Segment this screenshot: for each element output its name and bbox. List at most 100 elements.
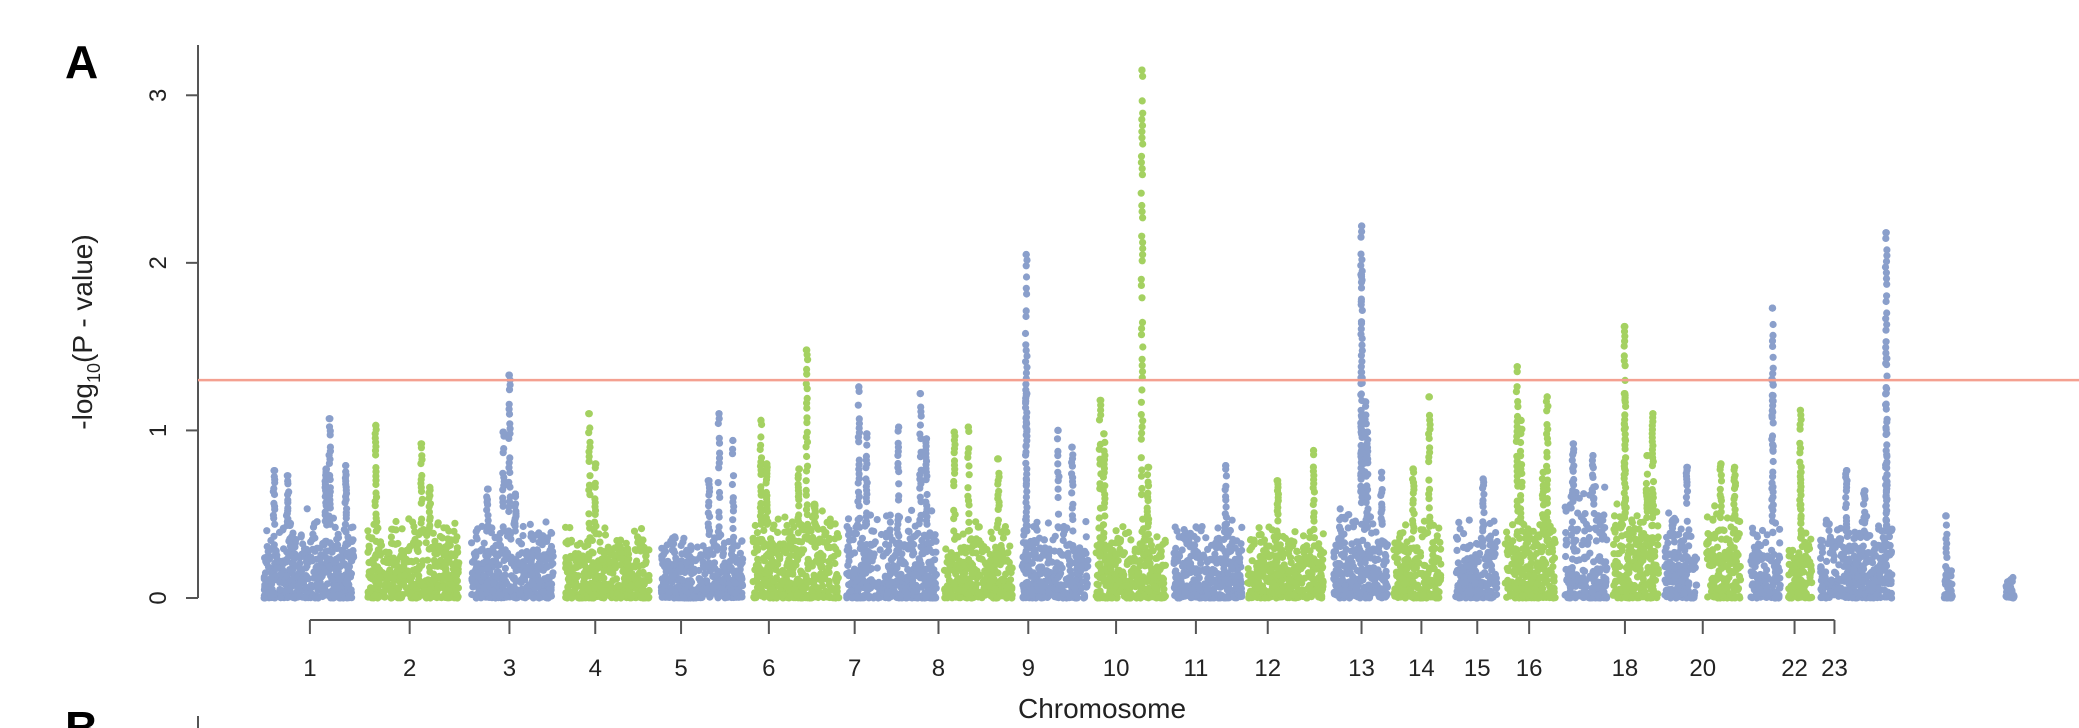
data-point: [1198, 523, 1206, 531]
data-point: [778, 591, 787, 600]
peak-point: [372, 421, 380, 429]
data-point: [895, 492, 903, 500]
data-point: [276, 586, 284, 594]
data-point: [574, 594, 582, 602]
data-point: [994, 516, 1003, 524]
data-point: [385, 559, 393, 567]
peak-point: [895, 423, 903, 431]
data-point: [631, 563, 639, 571]
data-point: [1171, 591, 1179, 600]
data-point: [520, 570, 528, 578]
data-point: [428, 576, 436, 584]
data-point: [757, 499, 765, 508]
data-point: [1029, 572, 1038, 581]
data-point: [715, 592, 723, 600]
y-tick-label: 0: [145, 591, 172, 604]
data-point: [730, 533, 738, 541]
data-point: [798, 570, 806, 578]
data-point: [392, 517, 400, 526]
peak-point: [426, 483, 434, 491]
data-point: [1170, 557, 1178, 566]
data-point: [505, 478, 513, 486]
data-point: [644, 594, 652, 602]
data-point: [911, 522, 919, 530]
data-point: [572, 581, 580, 589]
data-point: [1058, 564, 1066, 572]
data-point: [1137, 398, 1145, 406]
data-point: [473, 535, 481, 543]
data-point: [279, 579, 287, 587]
data-point: [965, 445, 973, 453]
data-point: [536, 577, 544, 585]
data-point: [1101, 438, 1109, 446]
data-point: [469, 583, 477, 591]
data-point: [1222, 503, 1230, 511]
data-point: [1223, 594, 1231, 602]
data-point: [617, 555, 625, 563]
data-point: [303, 505, 311, 513]
data-point: [1022, 284, 1030, 292]
data-point: [737, 580, 745, 588]
data-point: [759, 543, 768, 551]
data-point: [762, 590, 770, 598]
data-point: [270, 484, 278, 493]
data-point: [712, 582, 721, 590]
data-point: [308, 535, 316, 544]
data-point: [270, 499, 278, 507]
data-point: [825, 536, 833, 544]
data-point: [1080, 591, 1088, 599]
data-point: [862, 520, 871, 528]
data-point: [1222, 482, 1230, 490]
data-point: [790, 523, 798, 531]
data-point: [505, 527, 513, 535]
data-point: [343, 576, 351, 584]
data-point: [1096, 552, 1104, 560]
peak-point: [950, 428, 959, 436]
data-point: [715, 434, 723, 442]
data-point: [1138, 527, 1146, 536]
peak-point: [585, 410, 593, 418]
data-point: [1022, 341, 1030, 349]
data-point: [268, 580, 276, 588]
data-point: [425, 508, 433, 516]
data-point: [779, 577, 787, 585]
peak-point: [729, 436, 737, 445]
data-point: [901, 560, 909, 568]
data-point: [1138, 368, 1147, 376]
data-point: [1083, 574, 1091, 582]
data-point: [277, 594, 285, 602]
data-point: [931, 571, 939, 579]
data-point: [1005, 558, 1013, 567]
data-point: [692, 586, 700, 594]
peak-point: [863, 430, 871, 438]
data-point: [1238, 523, 1246, 532]
data-point: [923, 490, 931, 499]
data-point: [1022, 579, 1030, 587]
data-point: [1179, 583, 1187, 591]
data-point: [1148, 564, 1156, 573]
data-point: [325, 512, 333, 520]
data-point: [751, 521, 759, 530]
data-point: [594, 572, 602, 580]
peak-point: [1022, 250, 1030, 259]
data-point: [401, 571, 409, 580]
data-point: [390, 574, 398, 582]
data-point: [426, 563, 434, 572]
data-point: [738, 593, 746, 601]
data-point: [757, 433, 765, 441]
data-point: [640, 579, 648, 587]
data-point: [1138, 201, 1146, 210]
data-point: [724, 573, 732, 582]
data-point: [309, 523, 318, 531]
data-point: [1161, 592, 1169, 600]
data-point: [592, 530, 600, 538]
data-point: [547, 590, 555, 598]
data-point: [374, 563, 382, 571]
data-point: [1138, 257, 1146, 265]
data-point: [804, 535, 812, 543]
data-point: [1054, 460, 1062, 468]
data-point: [983, 545, 991, 554]
data-point: [364, 548, 372, 556]
y-tick-label: 2: [145, 256, 172, 269]
